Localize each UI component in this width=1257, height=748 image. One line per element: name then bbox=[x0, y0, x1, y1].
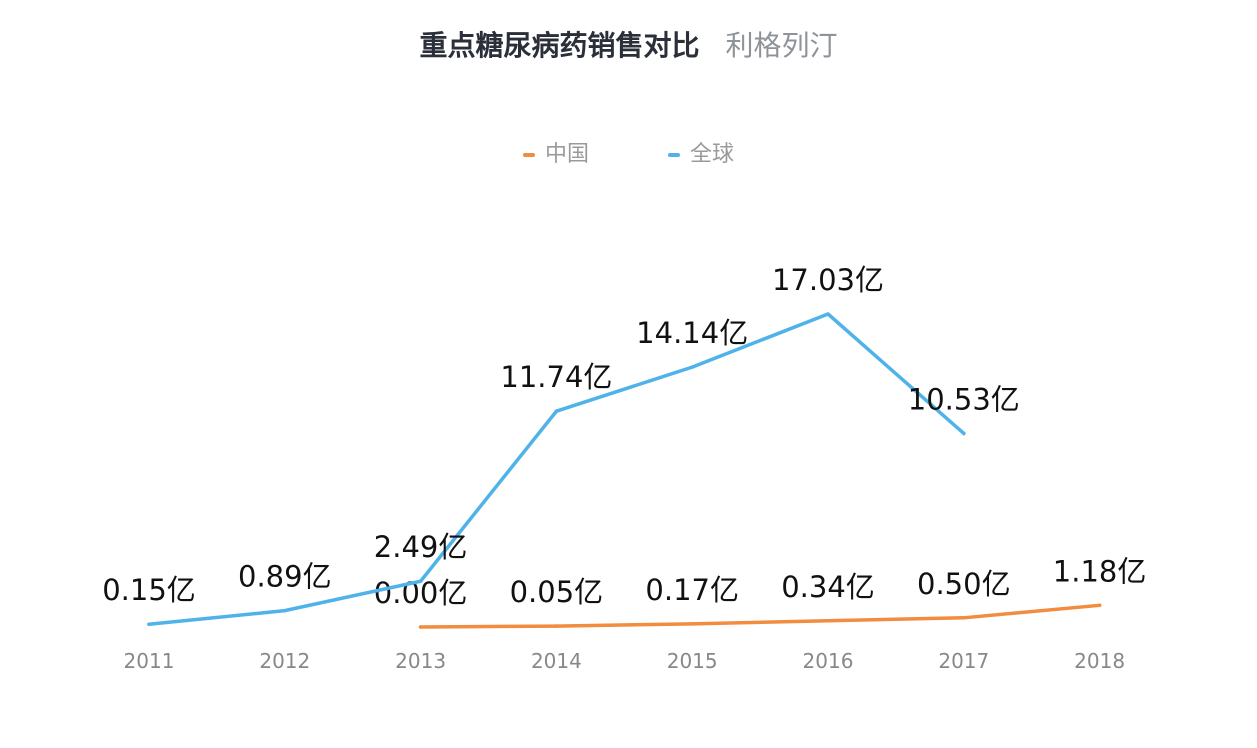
data-label-global: 10.53亿 bbox=[908, 382, 1020, 416]
data-point-global[interactable] bbox=[147, 622, 151, 627]
x-tick-label: 2011 bbox=[124, 649, 175, 673]
x-tick-label: 2014 bbox=[531, 649, 582, 673]
data-point-global[interactable] bbox=[418, 579, 423, 584]
data-label-china: 0.05亿 bbox=[510, 575, 604, 609]
x-tick-label: 2018 bbox=[1074, 649, 1125, 673]
data-point-global[interactable] bbox=[690, 365, 694, 369]
data-point-china[interactable] bbox=[554, 624, 559, 628]
x-tick-label: 2016 bbox=[803, 649, 854, 673]
data-point-china[interactable] bbox=[690, 622, 694, 626]
data-point-china[interactable] bbox=[418, 625, 423, 629]
data-label-china: 1.18亿 bbox=[1053, 554, 1147, 588]
data-point-global[interactable] bbox=[283, 608, 287, 613]
data-label-global: 14.14亿 bbox=[636, 316, 748, 350]
chart-title: 重点糖尿病药销售对比 bbox=[419, 29, 700, 62]
x-tick-label: 2013 bbox=[395, 649, 446, 673]
data-point-global[interactable] bbox=[554, 409, 559, 414]
data-point-china[interactable] bbox=[1097, 603, 1102, 608]
data-point-global[interactable] bbox=[826, 312, 830, 316]
x-tick-label: 2012 bbox=[259, 649, 310, 673]
legend-item-global[interactable]: 全球 bbox=[668, 136, 734, 168]
legend-label-china: 中国 bbox=[544, 142, 589, 167]
data-label-global: 11.74亿 bbox=[500, 360, 612, 394]
x-tick-label: 2017 bbox=[938, 649, 989, 673]
data-label-china: 0.34亿 bbox=[781, 570, 875, 604]
data-label-global: 0.15亿 bbox=[102, 573, 196, 607]
legend: 中国 全球 bbox=[0, 136, 1257, 168]
data-label-china: 0.50亿 bbox=[917, 567, 1011, 601]
legend-label-global: 全球 bbox=[690, 142, 735, 167]
legend-swatch-china bbox=[522, 153, 535, 157]
chart-title-row: 重点糖尿病药销售对比 利格列汀 bbox=[0, 26, 1257, 66]
data-label-global: 0.89亿 bbox=[238, 560, 332, 594]
chart-subtitle: 利格列汀 bbox=[725, 29, 838, 62]
data-point-china[interactable] bbox=[962, 616, 966, 620]
legend-item-china[interactable]: 中国 bbox=[522, 136, 589, 168]
data-point-china[interactable] bbox=[826, 618, 830, 623]
legend-swatch-global bbox=[668, 153, 680, 157]
data-point-global[interactable] bbox=[962, 431, 966, 436]
x-tick-label: 2015 bbox=[667, 649, 718, 673]
data-label-global: 17.03亿 bbox=[772, 263, 884, 297]
series-line-china bbox=[418, 603, 1102, 629]
data-label-global: 2.49亿 bbox=[374, 530, 468, 564]
data-label-china: 0.17亿 bbox=[645, 573, 739, 607]
